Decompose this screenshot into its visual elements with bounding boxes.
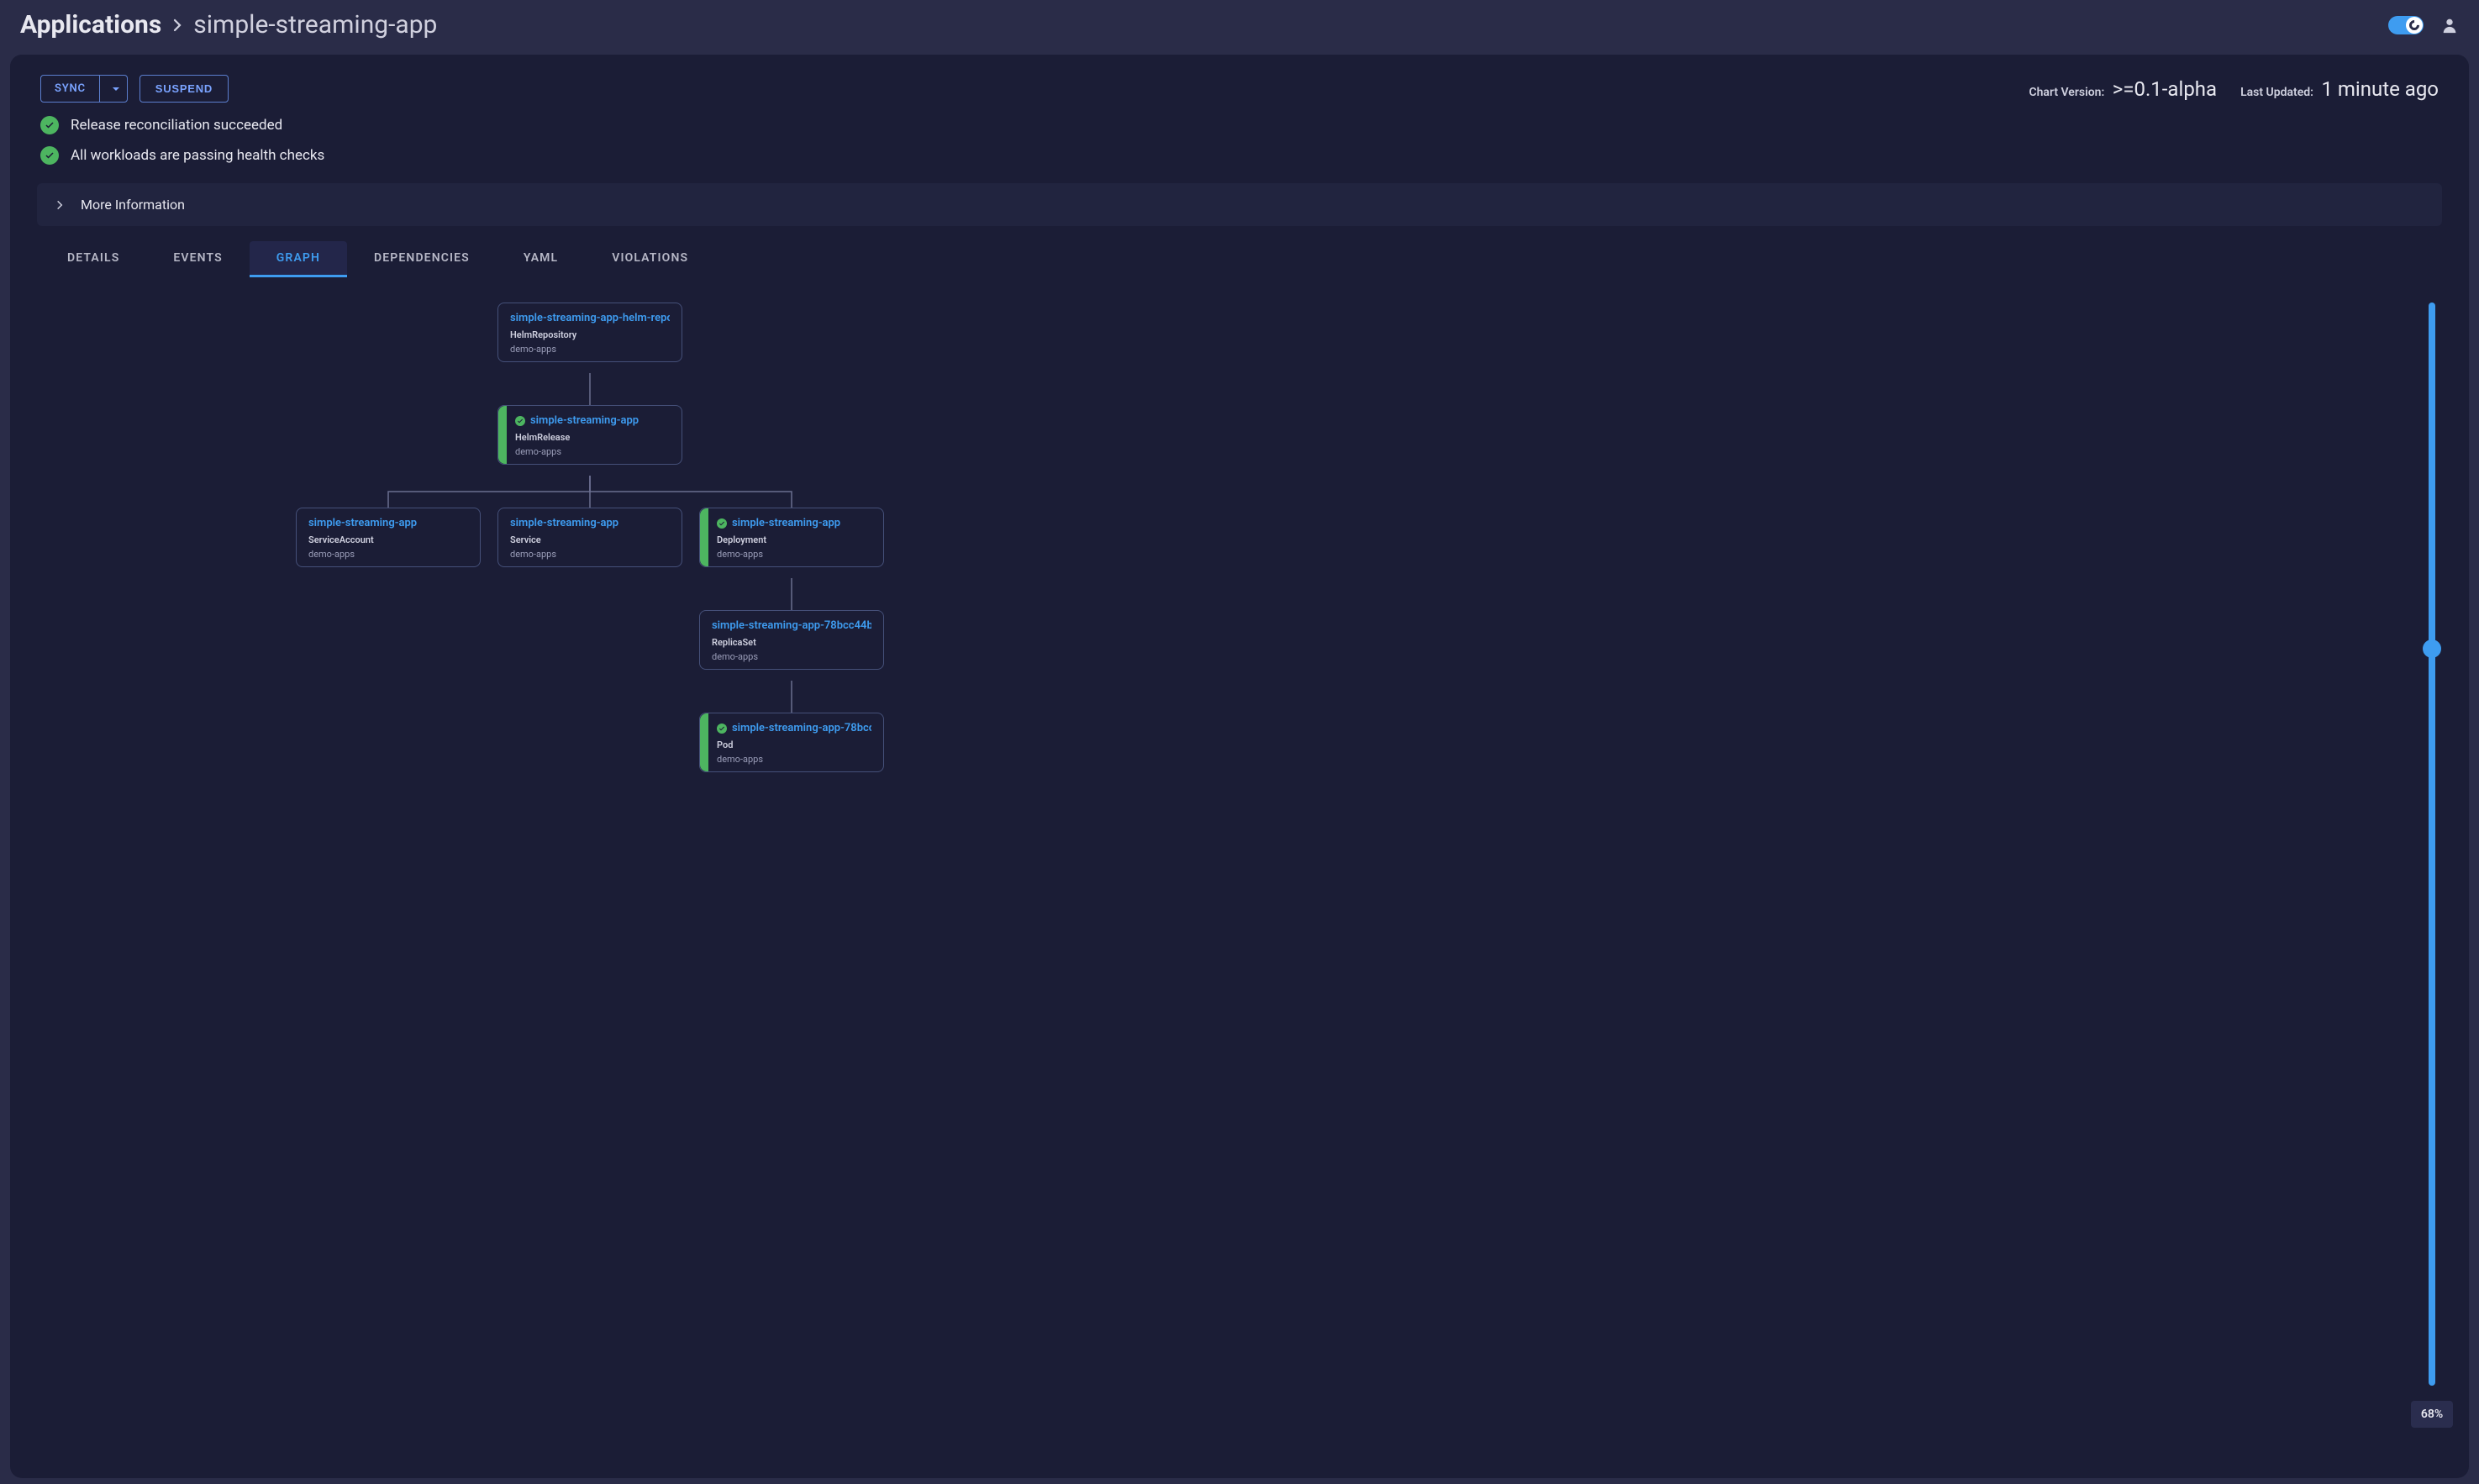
graph-node[interactable]: simple-streaming-app-78bcc44b... ReplicaS…: [699, 610, 884, 670]
zoom-percent: 68%: [2411, 1401, 2453, 1428]
chart-version-label: Chart Version:: [2029, 86, 2104, 99]
zoom-track[interactable]: [2429, 303, 2435, 1386]
graph-node[interactable]: simple-streaming-app-helm-repo HelmReposi…: [497, 303, 682, 362]
user-icon[interactable]: [2440, 16, 2459, 34]
node-kind: Deployment: [717, 534, 871, 545]
status-row: Release reconciliation succeeded: [40, 116, 2439, 134]
sync-dropdown-caret[interactable]: [105, 78, 127, 100]
suspend-button[interactable]: SUSPEND: [139, 75, 229, 103]
breadcrumb-root[interactable]: Applications: [20, 10, 161, 39]
node-namespace: demo-apps: [308, 549, 468, 560]
node-title-text: simple-streaming-app: [530, 414, 639, 427]
node-namespace: demo-apps: [717, 549, 871, 560]
node-namespace: demo-apps: [510, 344, 670, 355]
node-namespace: demo-apps: [515, 446, 670, 457]
graph-edges: [10, 277, 2469, 1478]
check-circle-icon: [717, 518, 727, 529]
node-kind: HelmRepository: [510, 329, 670, 340]
tab-graph[interactable]: GRAPH: [250, 241, 347, 277]
more-information-label: More Information: [81, 197, 185, 213]
node-title: simple-streaming-app-78bcc44...: [717, 722, 871, 734]
node-title-text: simple-streaming-app: [308, 517, 417, 529]
last-updated-label: Last Updated:: [2240, 86, 2313, 99]
check-circle-icon: [40, 146, 59, 165]
tab-violations[interactable]: VIOLATIONS: [585, 241, 715, 277]
tab-events[interactable]: EVENTS: [146, 241, 249, 277]
status-text: All workloads are passing health checks: [71, 147, 324, 164]
check-circle-icon: [40, 116, 59, 134]
node-title: simple-streaming-app: [515, 414, 670, 427]
chart-version-value: >=0.1-alpha: [2113, 77, 2217, 101]
node-title: simple-streaming-app: [717, 517, 871, 529]
node-title: simple-streaming-app: [308, 517, 468, 529]
zoom-thumb[interactable]: [2423, 639, 2441, 658]
node-kind: ReplicaSet: [712, 637, 871, 648]
graph-node[interactable]: simple-streaming-app Service demo-apps: [497, 508, 682, 567]
node-title-text: simple-streaming-app-78bcc44b...: [712, 619, 871, 632]
tab-details[interactable]: DETAILS: [40, 241, 146, 277]
chevron-right-icon: [170, 18, 185, 33]
check-circle-icon: [717, 724, 727, 734]
main-panel: SYNC SUSPEND Chart Version: >=0.1-alpha …: [10, 55, 2469, 1478]
sync-button-label: SYNC: [41, 76, 100, 102]
breadcrumb-leaf: simple-streaming-app: [193, 10, 437, 39]
sync-button[interactable]: SYNC: [40, 75, 128, 103]
status-text: Release reconciliation succeeded: [71, 117, 282, 134]
theme-toggle[interactable]: [2388, 16, 2424, 34]
graph-node[interactable]: simple-streaming-app Deployment demo-apps: [699, 508, 884, 567]
node-title-text: simple-streaming-app-helm-repo: [510, 312, 670, 324]
caret-down-icon: [112, 85, 120, 93]
suspend-button-label: SUSPEND: [155, 82, 213, 95]
node-kind: Pod: [717, 739, 871, 750]
last-updated-value: 1 minute ago: [2321, 77, 2439, 101]
graph-node[interactable]: simple-streaming-app ServiceAccount demo-a…: [296, 508, 481, 567]
status-list: Release reconciliation succeeded All work…: [10, 103, 2469, 171]
node-title-text: simple-streaming-app: [732, 517, 840, 529]
node-kind: HelmRelease: [515, 432, 670, 443]
node-title: simple-streaming-app-78bcc44b...: [712, 619, 871, 632]
node-title-text: simple-streaming-app-78bcc44...: [732, 722, 871, 734]
node-kind: Service: [510, 534, 670, 545]
status-row: All workloads are passing health checks: [40, 146, 2439, 165]
graph-node[interactable]: simple-streaming-app HelmRelease demo-apps: [497, 405, 682, 465]
node-namespace: demo-apps: [510, 549, 670, 560]
check-circle-icon: [515, 416, 525, 426]
node-namespace: demo-apps: [717, 754, 871, 765]
tabs: DETAILSEVENTSGRAPHDEPENDENCIESYAMLVIOLAT…: [10, 226, 2469, 277]
graph-area[interactable]: simple-streaming-app-helm-repo HelmReposi…: [10, 277, 2469, 1478]
node-title: simple-streaming-app-helm-repo: [510, 312, 670, 324]
node-title-text: simple-streaming-app: [510, 517, 618, 529]
node-namespace: demo-apps: [712, 651, 871, 662]
zoom-slider[interactable]: 68%: [2422, 303, 2442, 1428]
meta: Chart Version: >=0.1-alpha Last Updated:…: [2029, 77, 2439, 101]
more-information-toggle[interactable]: More Information: [37, 183, 2442, 226]
node-kind: ServiceAccount: [308, 534, 468, 545]
node-title: simple-streaming-app: [510, 517, 670, 529]
chevron-right-icon: [54, 199, 66, 211]
tab-dependencies[interactable]: DEPENDENCIES: [347, 241, 497, 277]
tab-yaml[interactable]: YAML: [497, 241, 585, 277]
graph-node[interactable]: simple-streaming-app-78bcc44... Pod demo-a…: [699, 713, 884, 772]
breadcrumb: Applications simple-streaming-app: [20, 10, 437, 39]
